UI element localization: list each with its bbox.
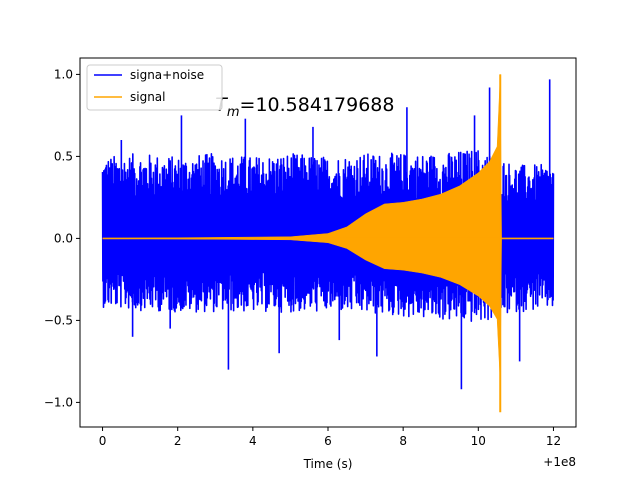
y-tick-label-1: −0.5 [44,313,73,327]
x-tick-label-3: 6 [324,434,332,448]
x-tick-label-0: 0 [99,434,107,448]
tm-subscript: m [227,105,240,120]
y-tick-label-0: −1.0 [44,395,73,409]
x-axis-label: Time (s) [303,457,353,471]
x-tick-label-5: 10 [471,434,486,448]
plot-area [101,74,555,413]
x-tick-label-2: 4 [249,434,257,448]
y-tick-label-4: 1.0 [54,67,73,81]
x-axis-offset-label: +1e8 [543,455,576,469]
tm-value: =10.584179688 [240,94,395,116]
x-tick-label-6: 12 [546,434,561,448]
axis-ticks: 0 2 4 6 8 10 12 −1.0 −0.5 0.0 0.5 1.0 [44,67,561,448]
legend-label-signal: signal [130,90,166,104]
legend-label-signa-noise: signa+noise [130,68,204,82]
x-tick-label-1: 2 [174,434,182,448]
series-signal-area [102,74,554,383]
y-tick-label-3: 0.5 [54,149,73,163]
y-tick-label-2: 0.0 [54,231,73,245]
x-tick-label-4: 8 [399,434,407,448]
legend: signa+noise signal [86,64,223,111]
legend-box [86,64,223,111]
tm-annotation: Tm=10.584179688 [215,94,394,120]
